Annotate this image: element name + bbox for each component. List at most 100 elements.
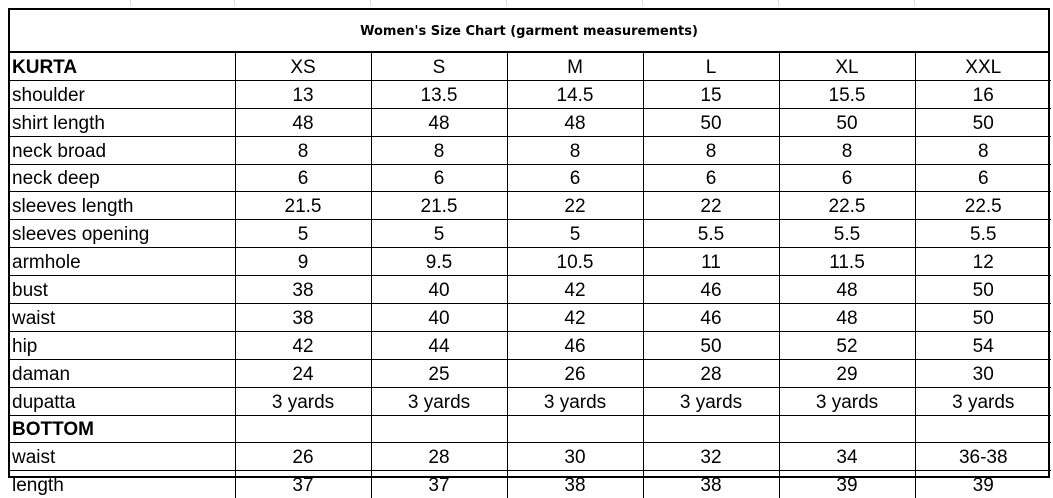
table-cell[interactable] xyxy=(234,414,372,444)
table-cell[interactable]: 15 xyxy=(642,79,780,109)
table-cell[interactable]: 3 yards xyxy=(914,386,1051,416)
table-cell[interactable]: 22.5 xyxy=(778,191,916,221)
table-cell[interactable] xyxy=(370,414,508,444)
row-label[interactable]: shirt length xyxy=(10,107,236,137)
table-cell[interactable]: 46 xyxy=(642,275,780,305)
table-cell[interactable]: 39 xyxy=(778,470,916,498)
table-cell[interactable]: 14.5 xyxy=(506,79,644,109)
table-cell[interactable]: 6 xyxy=(234,163,372,193)
table-cell[interactable]: 3 yards xyxy=(506,386,644,416)
table-cell[interactable]: 22.5 xyxy=(914,191,1051,221)
table-cell[interactable]: 39 xyxy=(914,470,1051,498)
table-cell[interactable]: 28 xyxy=(370,442,508,472)
table-cell[interactable]: 40 xyxy=(370,275,508,305)
table-cell[interactable]: 13.5 xyxy=(370,79,508,109)
size-header-s[interactable]: S xyxy=(370,53,508,81)
size-header-l[interactable]: L xyxy=(642,53,780,81)
table-cell[interactable]: 48 xyxy=(778,275,916,305)
row-label[interactable]: waist xyxy=(10,303,236,332)
table-cell[interactable]: 5.5 xyxy=(778,219,916,249)
row-label[interactable]: hip xyxy=(10,330,236,360)
table-cell[interactable]: 6 xyxy=(914,163,1051,193)
section-label-kurta[interactable]: KURTA xyxy=(10,53,236,81)
chart-title[interactable]: Women's Size Chart (garment measurements… xyxy=(10,10,1048,53)
row-label[interactable]: daman xyxy=(10,358,236,388)
table-cell[interactable]: 30 xyxy=(506,442,644,472)
table-cell[interactable]: 50 xyxy=(778,107,916,137)
table-cell[interactable]: 3 yards xyxy=(370,386,508,416)
table-cell[interactable]: 50 xyxy=(914,107,1051,137)
table-cell[interactable] xyxy=(506,414,644,444)
table-cell[interactable]: 25 xyxy=(370,358,508,388)
row-label[interactable]: neck broad xyxy=(10,135,236,165)
table-cell[interactable]: 22 xyxy=(642,191,780,221)
table-cell[interactable]: 54 xyxy=(914,330,1051,360)
table-cell[interactable]: 38 xyxy=(642,470,780,498)
table-cell[interactable] xyxy=(642,414,780,444)
table-cell[interactable]: 8 xyxy=(234,135,372,165)
table-cell[interactable]: 28 xyxy=(642,358,780,388)
table-cell[interactable]: 9.5 xyxy=(370,247,508,277)
row-label[interactable]: dupatta xyxy=(10,386,236,416)
table-cell[interactable]: 6 xyxy=(642,163,780,193)
table-cell[interactable]: 42 xyxy=(506,303,644,332)
table-cell[interactable]: 44 xyxy=(370,330,508,360)
table-cell[interactable]: 50 xyxy=(914,275,1051,305)
table-cell[interactable]: 46 xyxy=(506,330,644,360)
table-cell[interactable]: 36-38 xyxy=(914,442,1051,472)
table-cell[interactable]: 48 xyxy=(506,107,644,137)
table-cell[interactable]: 26 xyxy=(234,442,372,472)
table-cell[interactable]: 48 xyxy=(234,107,372,137)
table-cell[interactable]: 48 xyxy=(370,107,508,137)
table-cell[interactable]: 12 xyxy=(914,247,1051,277)
table-cell[interactable]: 38 xyxy=(506,470,644,498)
section-label-bottom[interactable]: BOTTOM xyxy=(10,414,236,444)
table-cell[interactable]: 16 xyxy=(914,79,1051,109)
table-cell[interactable]: 3 yards xyxy=(778,386,916,416)
table-cell[interactable]: 8 xyxy=(642,135,780,165)
table-cell[interactable]: 40 xyxy=(370,303,508,332)
table-cell[interactable]: 50 xyxy=(914,303,1051,332)
table-cell[interactable]: 5 xyxy=(506,219,644,249)
table-cell[interactable]: 50 xyxy=(642,107,780,137)
table-cell[interactable]: 22 xyxy=(506,191,644,221)
table-cell[interactable]: 3 yards xyxy=(234,386,372,416)
table-cell[interactable]: 8 xyxy=(370,135,508,165)
table-cell[interactable] xyxy=(914,414,1051,444)
table-cell[interactable]: 46 xyxy=(642,303,780,332)
table-cell[interactable]: 30 xyxy=(914,358,1051,388)
table-cell[interactable]: 13 xyxy=(234,79,372,109)
table-cell[interactable]: 50 xyxy=(642,330,780,360)
table-cell[interactable]: 38 xyxy=(234,275,372,305)
table-cell[interactable]: 11.5 xyxy=(778,247,916,277)
table-cell[interactable]: 8 xyxy=(914,135,1051,165)
size-header-xs[interactable]: XS xyxy=(234,53,372,81)
table-cell[interactable]: 37 xyxy=(370,470,508,498)
table-cell[interactable] xyxy=(778,414,916,444)
table-cell[interactable]: 48 xyxy=(778,303,916,332)
row-label[interactable]: armhole xyxy=(10,247,236,277)
size-header-m[interactable]: M xyxy=(506,53,644,81)
size-header-xxl[interactable]: XXL xyxy=(914,53,1051,81)
table-cell[interactable]: 3 yards xyxy=(642,386,780,416)
table-cell[interactable]: 8 xyxy=(506,135,644,165)
table-cell[interactable]: 11 xyxy=(642,247,780,277)
table-cell[interactable]: 6 xyxy=(778,163,916,193)
table-cell[interactable]: 42 xyxy=(234,330,372,360)
size-header-xl[interactable]: XL xyxy=(778,53,916,81)
row-label[interactable]: neck deep xyxy=(10,163,236,193)
table-cell[interactable]: 21.5 xyxy=(370,191,508,221)
row-label[interactable]: sleeves length xyxy=(10,191,236,221)
row-label[interactable]: waist xyxy=(10,442,236,472)
table-cell[interactable]: 38 xyxy=(234,303,372,332)
row-label[interactable]: shoulder xyxy=(10,79,236,109)
table-cell[interactable]: 32 xyxy=(642,442,780,472)
table-cell[interactable]: 5 xyxy=(370,219,508,249)
table-cell[interactable]: 8 xyxy=(778,135,916,165)
table-cell[interactable]: 15.5 xyxy=(778,79,916,109)
table-cell[interactable]: 42 xyxy=(506,275,644,305)
table-cell[interactable]: 29 xyxy=(778,358,916,388)
table-cell[interactable]: 37 xyxy=(234,470,372,498)
table-cell[interactable]: 10.5 xyxy=(506,247,644,277)
row-label[interactable]: sleeves opening xyxy=(10,219,236,249)
